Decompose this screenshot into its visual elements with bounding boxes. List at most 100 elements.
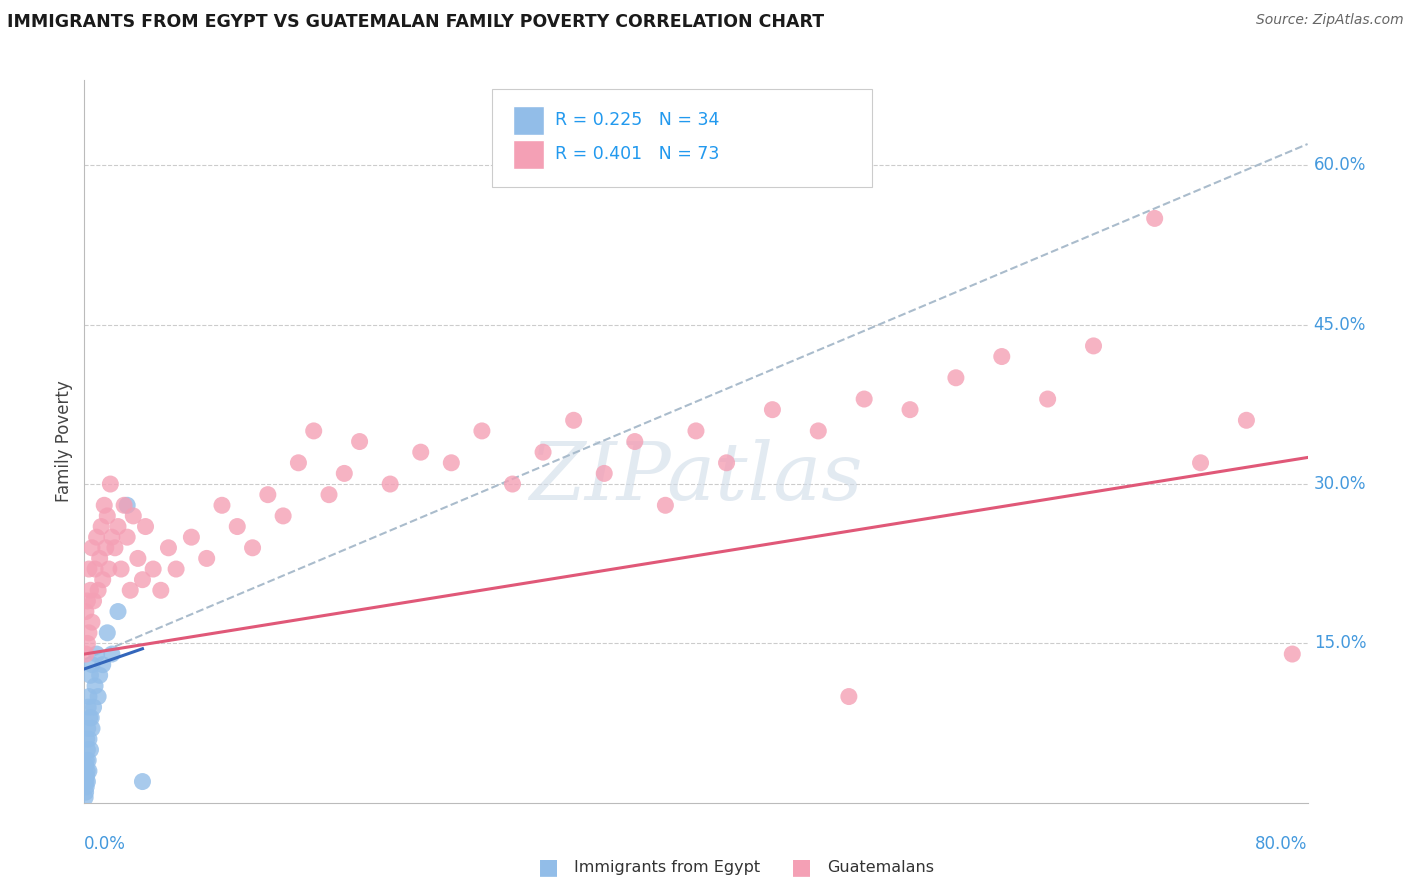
Point [271, 508, 294, 523]
Point [440, 456, 463, 470]
Point [761, 402, 783, 417]
Point [76, 732, 98, 747]
Point [79, 583, 101, 598]
Point [75, 785, 97, 799]
Point [80, 541, 103, 555]
Text: ■: ■ [792, 857, 811, 877]
Y-axis label: Family Poverty: Family Poverty [55, 381, 73, 502]
Point [112, 498, 135, 512]
Text: R = 0.401   N = 73: R = 0.401 N = 73 [555, 145, 720, 163]
Point [79, 668, 101, 682]
Text: 80.0%: 80.0% [1256, 835, 1308, 854]
Point [807, 424, 830, 438]
Point [80, 722, 103, 736]
Point [115, 530, 138, 544]
Point [84, 679, 107, 693]
Point [380, 477, 402, 491]
Point [80, 711, 103, 725]
Point [76, 636, 98, 650]
Point [318, 488, 340, 502]
Point [98, 477, 121, 491]
Text: 60.0%: 60.0% [1313, 156, 1367, 174]
Point [77, 764, 100, 778]
Point [502, 477, 524, 491]
Point [77, 562, 100, 576]
Point [87, 690, 110, 704]
Point [142, 562, 165, 576]
Point [77, 700, 100, 714]
Point [107, 605, 129, 619]
Point [86, 530, 108, 544]
Point [90, 519, 112, 533]
Point [349, 434, 371, 449]
Point [157, 541, 180, 555]
Point [89, 668, 111, 682]
Point [77, 732, 100, 747]
Point [77, 690, 100, 704]
Point [127, 551, 149, 566]
Point [75, 753, 97, 767]
Point [75, 780, 97, 794]
Point [211, 498, 233, 512]
Point [75, 790, 97, 805]
Point [853, 392, 876, 406]
Point [685, 424, 707, 438]
Point [654, 498, 676, 512]
Point [1083, 339, 1105, 353]
Point [94, 541, 117, 555]
Point [76, 742, 98, 756]
Text: 45.0%: 45.0% [1313, 316, 1367, 334]
Point [79, 711, 101, 725]
Point [104, 541, 127, 555]
Text: 0.0%: 0.0% [84, 835, 127, 854]
Point [89, 551, 111, 566]
Point [287, 456, 309, 470]
Point [122, 508, 145, 523]
Point [838, 690, 860, 704]
Point [991, 350, 1014, 364]
Point [75, 758, 97, 772]
Point [75, 647, 97, 661]
Point [945, 371, 967, 385]
Point [409, 445, 432, 459]
Point [80, 615, 103, 630]
Point [93, 498, 115, 512]
Point [87, 583, 110, 598]
Text: Immigrants from Egypt: Immigrants from Egypt [574, 860, 759, 874]
Point [83, 594, 105, 608]
Text: IMMIGRANTS FROM EGYPT VS GUATEMALAN FAMILY POVERTY CORRELATION CHART: IMMIGRANTS FROM EGYPT VS GUATEMALAN FAMI… [7, 13, 824, 31]
Point [101, 647, 124, 661]
Point [76, 769, 98, 783]
Point [195, 551, 218, 566]
Point [97, 562, 120, 576]
Point [91, 657, 114, 672]
Point [107, 519, 129, 533]
Point [149, 583, 172, 598]
Text: 30.0%: 30.0% [1313, 475, 1367, 493]
Point [333, 467, 356, 481]
Point [101, 530, 124, 544]
Point [898, 402, 921, 417]
Text: Guatemalans: Guatemalans [827, 860, 934, 874]
Point [593, 467, 616, 481]
Point [1281, 647, 1303, 661]
Point [471, 424, 494, 438]
Point [624, 434, 647, 449]
Point [75, 774, 97, 789]
Point [77, 625, 100, 640]
Point [76, 594, 98, 608]
Point [91, 573, 114, 587]
Point [120, 583, 142, 598]
Text: Source: ZipAtlas.com: Source: ZipAtlas.com [1256, 13, 1403, 28]
Text: ZIPatlas: ZIPatlas [529, 439, 863, 516]
Text: R = 0.225   N = 34: R = 0.225 N = 34 [555, 112, 720, 129]
Point [302, 424, 325, 438]
Point [75, 605, 97, 619]
Point [1189, 456, 1212, 470]
Point [562, 413, 585, 427]
Point [242, 541, 264, 555]
Point [1143, 211, 1166, 226]
Point [1236, 413, 1258, 427]
Point [115, 498, 138, 512]
Text: ■: ■ [538, 857, 558, 877]
